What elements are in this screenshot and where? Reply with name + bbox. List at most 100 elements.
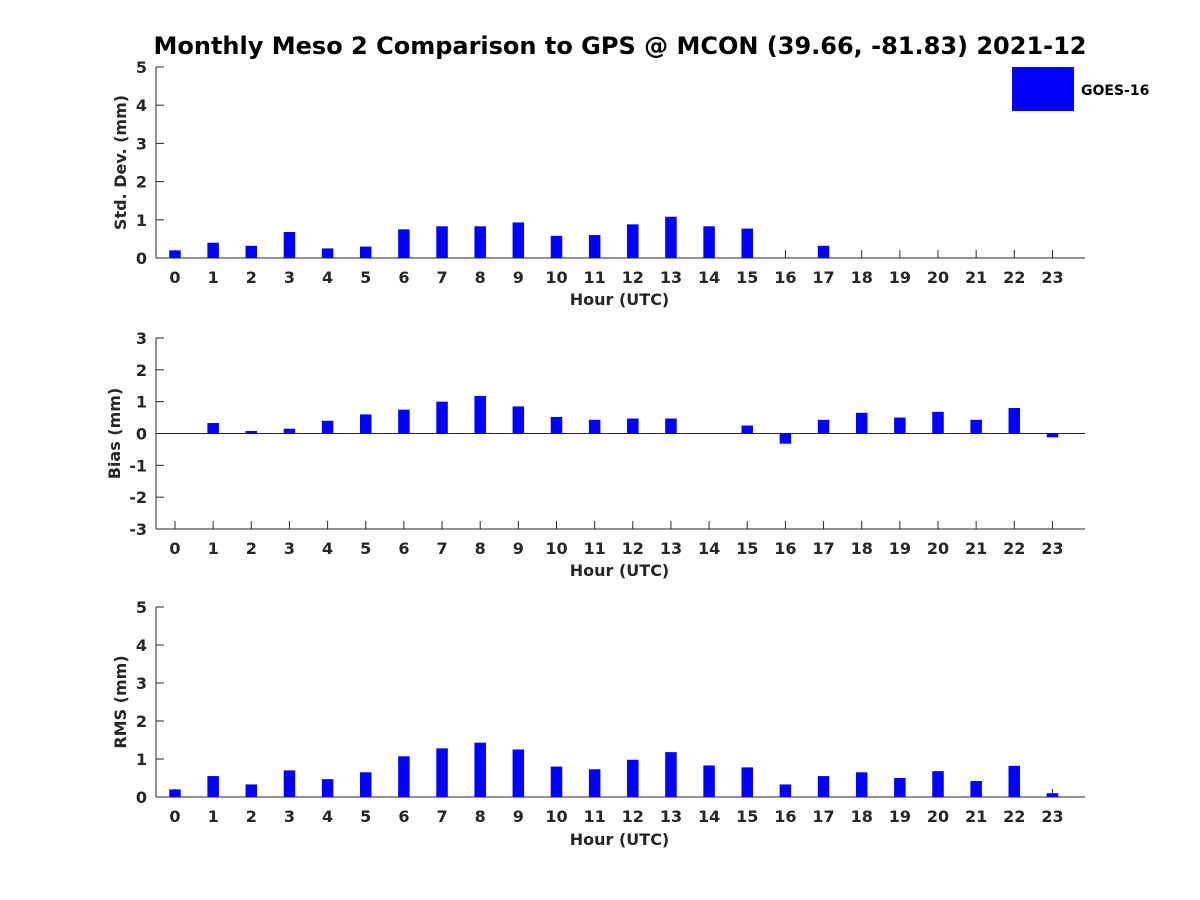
x-tick-label: 4 [322, 807, 333, 826]
x-tick-label: 3 [284, 268, 295, 287]
bar-hour-12 [627, 759, 639, 797]
x-tick-label: 13 [660, 807, 682, 826]
bar-hour-3 [283, 232, 296, 258]
x-tick-label: 16 [774, 807, 796, 826]
x-tick-label: 18 [851, 539, 873, 558]
bar-hour-9 [512, 406, 525, 434]
bar-hour-2 [245, 245, 258, 258]
x-tick-label: 11 [584, 807, 606, 826]
bar-hour-11 [588, 769, 601, 797]
x-tick-label: 6 [398, 268, 409, 287]
y-tick-label: 0 [136, 249, 147, 268]
bar-hour-18 [855, 412, 868, 434]
bar-hour-12 [627, 224, 639, 258]
bar-hour-7 [436, 226, 448, 258]
x-tick-label: 14 [698, 268, 720, 287]
x-tick-label: 23 [1041, 539, 1063, 558]
x-tick-label: 12 [622, 268, 644, 287]
x-tick-label: 14 [698, 539, 720, 558]
x-tick-label: 16 [774, 268, 796, 287]
bar-hour-0 [169, 250, 181, 258]
x-tick-label: 1 [208, 268, 219, 287]
x-tick-label: 22 [1003, 268, 1025, 287]
x-tick-label: 23 [1041, 807, 1063, 826]
bar-hour-4 [321, 779, 334, 797]
x-tick-label: 7 [436, 807, 447, 826]
x-tick-label: 11 [584, 539, 606, 558]
bar-hour-14 [703, 226, 715, 258]
x-tick-label: 0 [169, 539, 180, 558]
x-tick-label: 19 [889, 539, 911, 558]
bar-hour-18 [855, 772, 868, 797]
bar-hour-15 [741, 228, 753, 258]
bar-hour-17 [817, 776, 830, 797]
x-tick-label: 16 [774, 539, 796, 558]
x-tick-label: 17 [812, 268, 834, 287]
bar-hour-3 [283, 770, 296, 797]
y-tick-label: -3 [129, 520, 147, 539]
legend: GOES-16 [1012, 67, 1149, 111]
x-tick-label: 20 [927, 268, 949, 287]
bar-hour-1 [207, 422, 219, 434]
bar-hour-4 [321, 248, 334, 258]
y-tick-label: 3 [136, 674, 147, 693]
x-tick-label: 9 [513, 539, 524, 558]
bar-hour-9 [512, 749, 525, 797]
x-tick-label: 2 [246, 539, 257, 558]
x-tick-label: 8 [475, 539, 486, 558]
bar-hour-10 [550, 766, 563, 797]
x-tick-label: 6 [398, 807, 409, 826]
bar-hour-15 [741, 767, 753, 797]
x-tick-label: 13 [660, 268, 682, 287]
x-tick-label: 23 [1041, 268, 1063, 287]
bar-hour-6 [398, 229, 410, 258]
bar-hour-16 [779, 433, 792, 444]
bar-hour-5 [360, 772, 372, 797]
x-tick-label: 18 [851, 268, 873, 287]
x-tick-label: 10 [545, 268, 567, 287]
x-tick-label: 9 [513, 807, 524, 826]
x-tick-label: 10 [545, 539, 567, 558]
x-tick-label: 10 [545, 807, 567, 826]
y-tick-label: 2 [136, 712, 147, 731]
x-tick-label: 20 [927, 807, 949, 826]
y-tick-label: 3 [136, 329, 147, 348]
bar-hour-12 [627, 418, 639, 434]
legend-label-goes16: GOES-16 [1081, 83, 1149, 99]
bar-hour-6 [398, 409, 410, 434]
x-tick-label: 3 [284, 539, 295, 558]
bar-hour-11 [588, 235, 601, 258]
x-axis-label: Hour (UTC) [570, 561, 670, 580]
figure-title: Monthly Meso 2 Comparison to GPS @ MCON … [154, 32, 1087, 60]
bar-hour-8 [474, 742, 486, 797]
x-tick-label: 11 [584, 268, 606, 287]
x-tick-label: 22 [1003, 807, 1025, 826]
legend-swatch-goes16 [1012, 67, 1074, 111]
x-tick-label: 0 [169, 807, 180, 826]
y-tick-label: 1 [136, 211, 147, 230]
bar-hour-2 [245, 784, 258, 797]
x-tick-label: 8 [475, 807, 486, 826]
x-tick-label: 21 [965, 268, 987, 287]
bar-hour-14 [703, 765, 715, 797]
y-axis-label: Std. Dev. (mm) [111, 95, 130, 230]
y-tick-label: 5 [136, 598, 147, 617]
x-tick-label: 5 [360, 268, 371, 287]
x-tick-label: 7 [436, 539, 447, 558]
x-tick-label: 12 [622, 807, 644, 826]
y-tick-label: 3 [136, 134, 147, 153]
bar-hour-1 [207, 242, 219, 258]
y-tick-label: 1 [136, 393, 147, 412]
x-tick-label: 7 [436, 268, 447, 287]
x-tick-label: 12 [622, 539, 644, 558]
x-tick-label: 22 [1003, 539, 1025, 558]
bar-hour-1 [207, 776, 219, 797]
bar-hour-10 [550, 416, 563, 434]
x-tick-label: 21 [965, 807, 987, 826]
bar-hour-13 [665, 216, 677, 258]
x-tick-label: 4 [322, 539, 333, 558]
bar-hour-20 [932, 411, 944, 434]
x-axis-label: Hour (UTC) [570, 290, 670, 309]
